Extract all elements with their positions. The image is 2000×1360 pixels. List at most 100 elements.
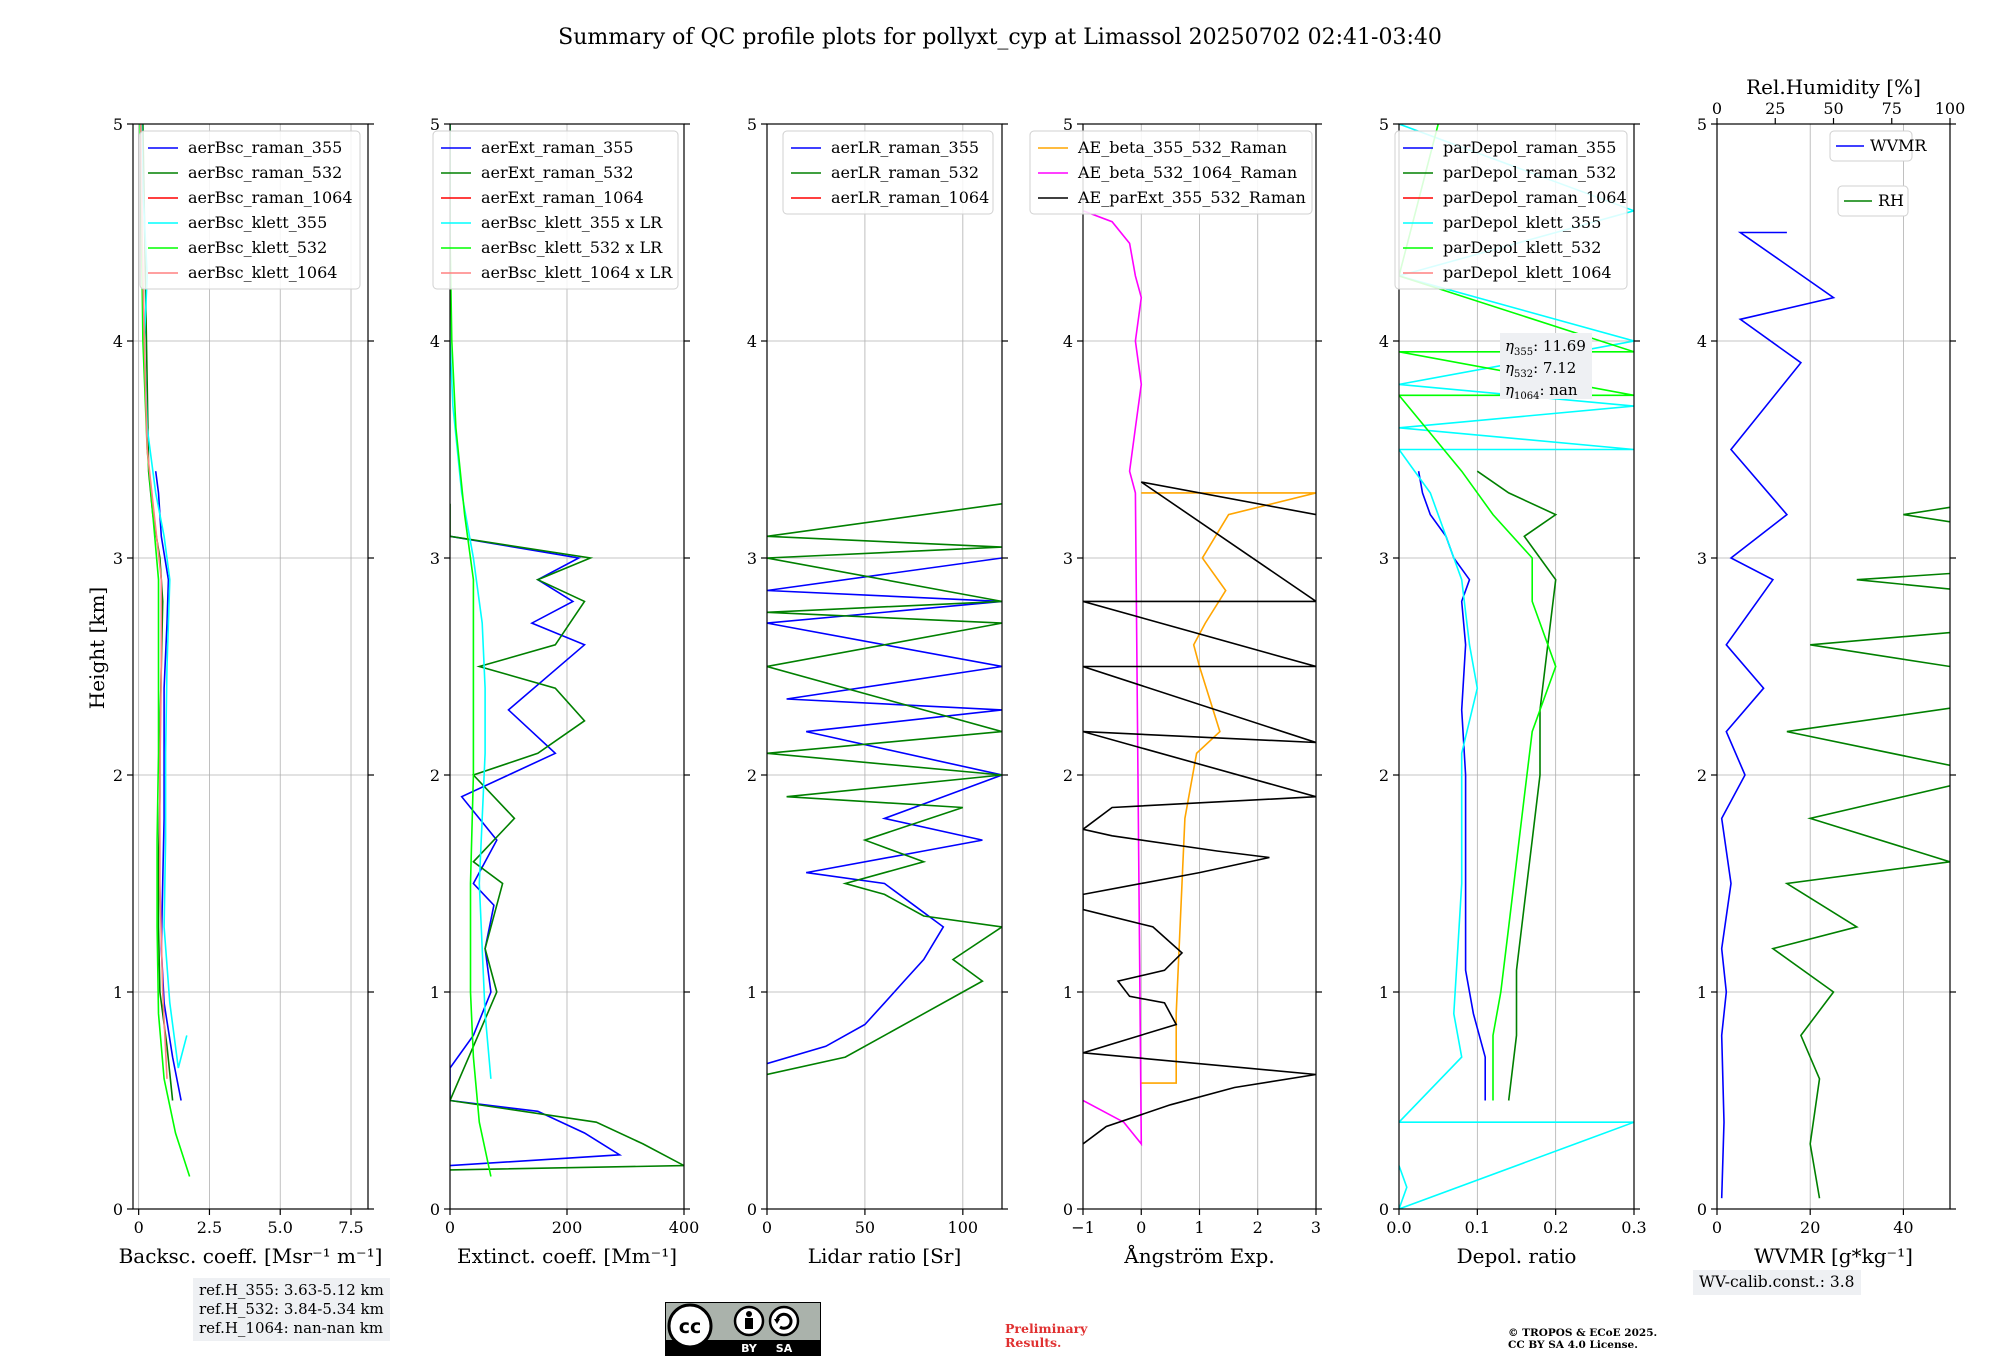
y-tick-label: 0 xyxy=(113,1200,123,1219)
series-line-wvmr xyxy=(1720,231,1836,1199)
eta-355: η355: 11.69 xyxy=(1505,337,1586,358)
legend-frame xyxy=(1394,130,1628,290)
x-tick-label: 50 xyxy=(855,1218,875,1237)
series-line-pardepol-raman-532 xyxy=(1476,470,1558,1101)
preliminary-line2: Results. xyxy=(1005,1335,1062,1350)
legend-entry: parDepol_klett_1064 xyxy=(1443,263,1612,282)
x-axis-label: Extinct. coeff. [Mm⁻¹] xyxy=(457,1244,677,1268)
legend-entry: parDepol_raman_532 xyxy=(1443,163,1616,182)
axes-frame xyxy=(1398,123,1635,1210)
y-tick-label: 0 xyxy=(1697,1200,1707,1219)
series-line-aerbsc-raman-355 xyxy=(154,471,182,1101)
copyright-line1: © TROPOS & ECoE 2025. xyxy=(1508,1327,1658,1339)
legend-entry: parDepol_raman_1064 xyxy=(1443,188,1627,207)
y-tick-label: 1 xyxy=(1379,983,1389,1002)
x-tick-label: 7.5 xyxy=(338,1218,363,1237)
eta-532: η532: 7.12 xyxy=(1505,359,1576,380)
legend: parDepol_raman_355 parDepol_raman_532 parD… xyxy=(1394,130,1628,290)
eta-1064: η1064: nan xyxy=(1505,381,1578,402)
wv-calib-box: WV-calib.const.: 3.8 xyxy=(1693,1270,1861,1295)
legend-entry: aerExt_raman_355 xyxy=(481,138,634,157)
copyright-line2: CC BY SA 4.0 License. xyxy=(1508,1339,1638,1351)
legend-entry: aerBsc_klett_1064 xyxy=(188,263,337,282)
x2-tick-label: 0 xyxy=(1712,99,1722,118)
legend: aerExt_raman_355 aerExt_raman_532 aerExt_r… xyxy=(432,130,679,290)
y-tick-label: 2 xyxy=(113,766,123,785)
legend-entry: aerBsc_klett_532 xyxy=(188,238,327,257)
x-tick-label: 100 xyxy=(948,1218,979,1237)
legend-frame xyxy=(1029,130,1313,215)
ref-height-1064: ref.H_1064: nan-nan km xyxy=(199,1319,384,1337)
y-tick-label: 5 xyxy=(113,115,123,134)
y-tick-label: 4 xyxy=(1063,332,1073,351)
x-tick-label: 0.0 xyxy=(1386,1218,1411,1237)
legend-entry: WVMR xyxy=(1870,136,1927,155)
legend-entry: aerExt_raman_1064 xyxy=(481,188,644,207)
y-tick-label: 3 xyxy=(747,549,757,568)
legend: WVMR RH xyxy=(1829,130,1927,217)
x2-tick-label: 25 xyxy=(1765,99,1785,118)
x-tick-label: 0.1 xyxy=(1465,1218,1490,1237)
y-tick-label: 3 xyxy=(1063,549,1073,568)
legend-frame xyxy=(139,130,361,290)
y-tick-label: 0 xyxy=(430,1200,440,1219)
series-line-pardepol-raman-355 xyxy=(1417,471,1486,1101)
y-tick-label: 5 xyxy=(430,115,440,134)
x-tick-label: 0.3 xyxy=(1621,1218,1646,1237)
series-line-aerbsc-klett-355 xyxy=(140,124,188,1069)
x-tick-label: 20 xyxy=(1800,1218,1820,1237)
y-tick-label: 2 xyxy=(430,766,440,785)
axes-frame xyxy=(1716,123,1951,1210)
legend-entry: parDepol_klett_532 xyxy=(1443,238,1601,257)
cc-icon xyxy=(667,1303,713,1349)
series-line-aerbsc-klett-1064 xyxy=(140,124,168,1079)
y-tick-label: 3 xyxy=(1697,549,1707,568)
legend-frame xyxy=(1829,130,1913,162)
series-line-ae-parext-355-532-raman xyxy=(1083,481,1316,1145)
panel-extinction: 0 200 400 0 1 2 3 4 5 Extinct. coeff. [Mm⁻¹] aerEx… xyxy=(430,115,699,1268)
legend-frame xyxy=(1837,185,1909,217)
x-tick-label: 1 xyxy=(1194,1218,1204,1237)
x2-tick-label: 100 xyxy=(1935,99,1966,118)
y-tick-label: 1 xyxy=(1697,983,1707,1002)
y-tick-label: 5 xyxy=(747,115,757,134)
series-line-aerlr-raman-532 xyxy=(767,503,1002,1076)
copyright-note: © TROPOS & ECoE 2025. CC BY SA 4.0 Licen… xyxy=(1508,1327,1657,1351)
cc-by-label: BY xyxy=(741,1342,758,1355)
wv-calib-text: WV-calib.const.: 3.8 xyxy=(1699,1273,1855,1291)
figure-title: Summary of QC profile plots for pollyxt_… xyxy=(558,25,1442,50)
legend-entry: aerBsc_raman_532 xyxy=(188,163,342,182)
y-tick-label: 2 xyxy=(1379,766,1389,785)
legend-entry: aerBsc_klett_1064 x LR xyxy=(481,263,673,282)
x-tick-label: 0.2 xyxy=(1543,1218,1568,1237)
y-tick-label: 2 xyxy=(1697,766,1707,785)
panel-lidar-ratio: 0 50 100 0 1 2 3 4 5 Lidar ratio [Sr] aerLR_raman_… xyxy=(747,115,1008,1268)
x-tick-label: 40 xyxy=(1893,1218,1913,1237)
legend: AE_beta_355_532_Raman AE_beta_532_1064_Ra… xyxy=(1029,130,1313,215)
x-tick-label: 5.0 xyxy=(268,1218,293,1237)
x-tick-label: 0 xyxy=(762,1218,772,1237)
legend-entry: aerExt_raman_532 xyxy=(481,163,634,182)
panels: 0 2.5 5.0 7.5 0 1 2 3 4 5 Backsc. coeff. [Msr⁻¹ m⁻… xyxy=(113,75,1966,1268)
y-tick-label: 4 xyxy=(1697,332,1707,351)
eta-box xyxy=(1500,333,1592,399)
preliminary-note: Preliminary Results. xyxy=(1005,1322,1087,1350)
legend-entry: aerLR_raman_532 xyxy=(831,163,979,182)
x-tick-label: 0 xyxy=(1712,1218,1722,1237)
panel-backscatter: 0 2.5 5.0 7.5 0 1 2 3 4 5 Backsc. coeff. [Msr⁻¹ m⁻… xyxy=(113,115,383,1268)
y-tick-label: 0 xyxy=(747,1200,757,1219)
x-axis-label: Ångström Exp. xyxy=(1123,1243,1274,1268)
panel-water-vapor: 0 20 40 0 1 2 3 4 5 WVMR [g*kg⁻¹] 0 25 50 75 100 Rel.Hu… xyxy=(1697,75,1966,1268)
cc-license-badge: cc BY SA xyxy=(665,1302,821,1356)
series-line-aerext-raman-532 xyxy=(450,503,684,1171)
series-line-ae-beta-355-532-raman xyxy=(1141,492,1316,1084)
panel-depolarization: 0.0 0.1 0.2 0.3 0 1 2 3 4 5 Depol. ratio parDepol_r… xyxy=(1379,115,1647,1268)
series-line-aerbsc-klett-532-x-lr xyxy=(450,124,492,1177)
legend-entry: aerLR_raman_1064 xyxy=(831,188,989,207)
x2-axis-label: Rel.Humidity [%] xyxy=(1746,75,1921,99)
y-tick-label: 1 xyxy=(113,983,123,1002)
legend-entry: parDepol_klett_355 xyxy=(1443,213,1601,232)
